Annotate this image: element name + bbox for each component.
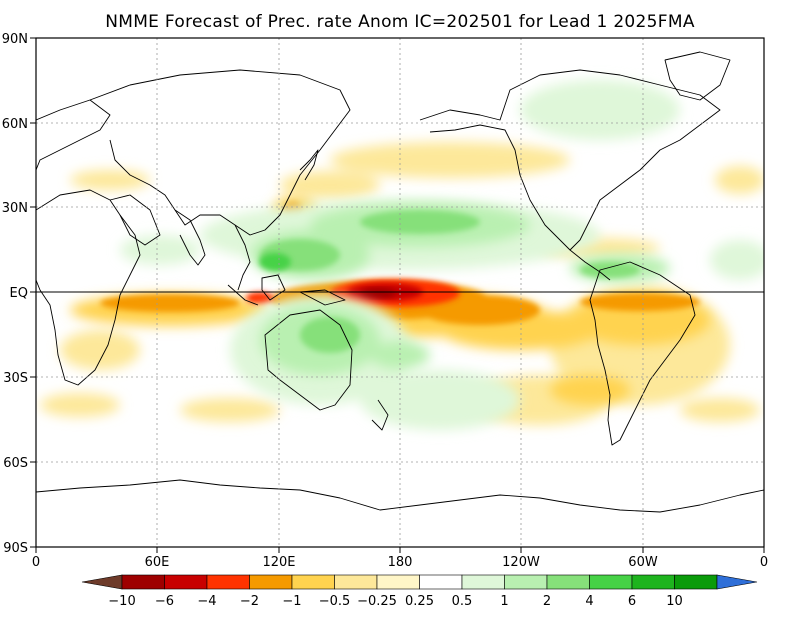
- lat-label: 60S: [3, 456, 28, 471]
- colorbar-label: 4: [585, 594, 593, 609]
- coast-arabia: [109, 194, 161, 246]
- coast-borneo: [261, 274, 286, 301]
- latitude-labels: 90N 60N 30N EQ 30S 60S 90S: [2, 32, 28, 556]
- lat-label: 30N: [2, 201, 28, 216]
- colorbar-bin: [631, 574, 675, 590]
- lon-label: 60E: [145, 555, 170, 570]
- colorbar-bin: [164, 574, 208, 590]
- colorbar-labels: −10 −6 −4 −2 −1 −0.5 −0.25 0.25 0.5 1 2 4 6 10: [108, 594, 682, 609]
- lon-label: 0: [32, 555, 40, 570]
- colorbar-bin: [334, 574, 378, 590]
- colorbar-below-arrow: [81, 574, 123, 590]
- field-very-wet: [259, 253, 291, 271]
- colorbar-bin: [249, 574, 293, 590]
- graticule: [36, 38, 764, 547]
- colorbar-bin: [419, 574, 463, 590]
- colorbar-label: −4: [197, 594, 216, 609]
- colorbar-bin: [589, 574, 633, 590]
- coast-new-guinea: [299, 289, 346, 306]
- colorbar-above-arrow: [716, 574, 758, 590]
- colorbar-bin: [504, 574, 548, 590]
- colorbar-label: 6: [628, 594, 636, 609]
- colorbar-label: −1: [282, 594, 301, 609]
- lat-label: 30S: [3, 371, 28, 386]
- longitude-labels: 0 60E 120E 180 120W 60W 0: [32, 555, 768, 570]
- colorbar-label: −0.25: [357, 594, 397, 609]
- colorbar-label: −0.5: [319, 594, 351, 609]
- coast-south-america: [589, 261, 696, 446]
- colorbar-bin: [674, 574, 718, 590]
- field-severe-dry: [360, 288, 396, 298]
- colorbar-label: −10: [108, 594, 135, 609]
- tick-marks: [30, 37, 765, 553]
- colorbar-bin: [461, 574, 505, 590]
- coast-india: [174, 209, 206, 266]
- colorbar-bin: [376, 574, 420, 590]
- coast-greenland: [664, 51, 731, 101]
- colorbar-label: 0.5: [452, 594, 473, 609]
- lon-label: 60W: [628, 555, 658, 570]
- lon-label: 180: [388, 555, 413, 570]
- colorbar-label: 10: [666, 594, 683, 609]
- colorbar-label: −2: [240, 594, 259, 609]
- lat-label: 60N: [2, 117, 28, 132]
- coast-antarctica: [36, 479, 764, 513]
- colorbar-label: 2: [543, 594, 551, 609]
- lon-label: 0: [760, 555, 768, 570]
- colorbar-bin: [206, 574, 250, 590]
- precip-anomaly-field: [40, 80, 764, 430]
- colorbar-bin: [121, 574, 165, 590]
- colorbar-label: −6: [155, 594, 174, 609]
- coast-sumatra: [227, 284, 259, 306]
- lat-label: 90N: [2, 32, 28, 47]
- lon-label: 120W: [502, 555, 540, 570]
- lon-label: 120E: [262, 555, 295, 570]
- map-title: NMME Forecast of Prec. rate Anom IC=2025…: [105, 12, 695, 32]
- lat-label: EQ: [10, 286, 28, 301]
- coast-europe: [36, 99, 111, 171]
- colorbar-bin: [291, 574, 335, 590]
- coastlines: [36, 51, 764, 513]
- colorbar-bin: [546, 574, 590, 590]
- colorbar-label: 0.25: [405, 594, 434, 609]
- coast-japan: [299, 149, 319, 181]
- coast-central-america: [569, 249, 611, 281]
- colorbar: [81, 574, 758, 590]
- coast-asia: [89, 69, 351, 236]
- lat-label: 90S: [3, 541, 28, 556]
- colorbar-label: 1: [500, 594, 508, 609]
- coast-new-zealand: [371, 399, 389, 431]
- coast-indochina: [234, 224, 251, 291]
- coast-australia: [264, 309, 353, 411]
- coast-north-america: [419, 69, 721, 251]
